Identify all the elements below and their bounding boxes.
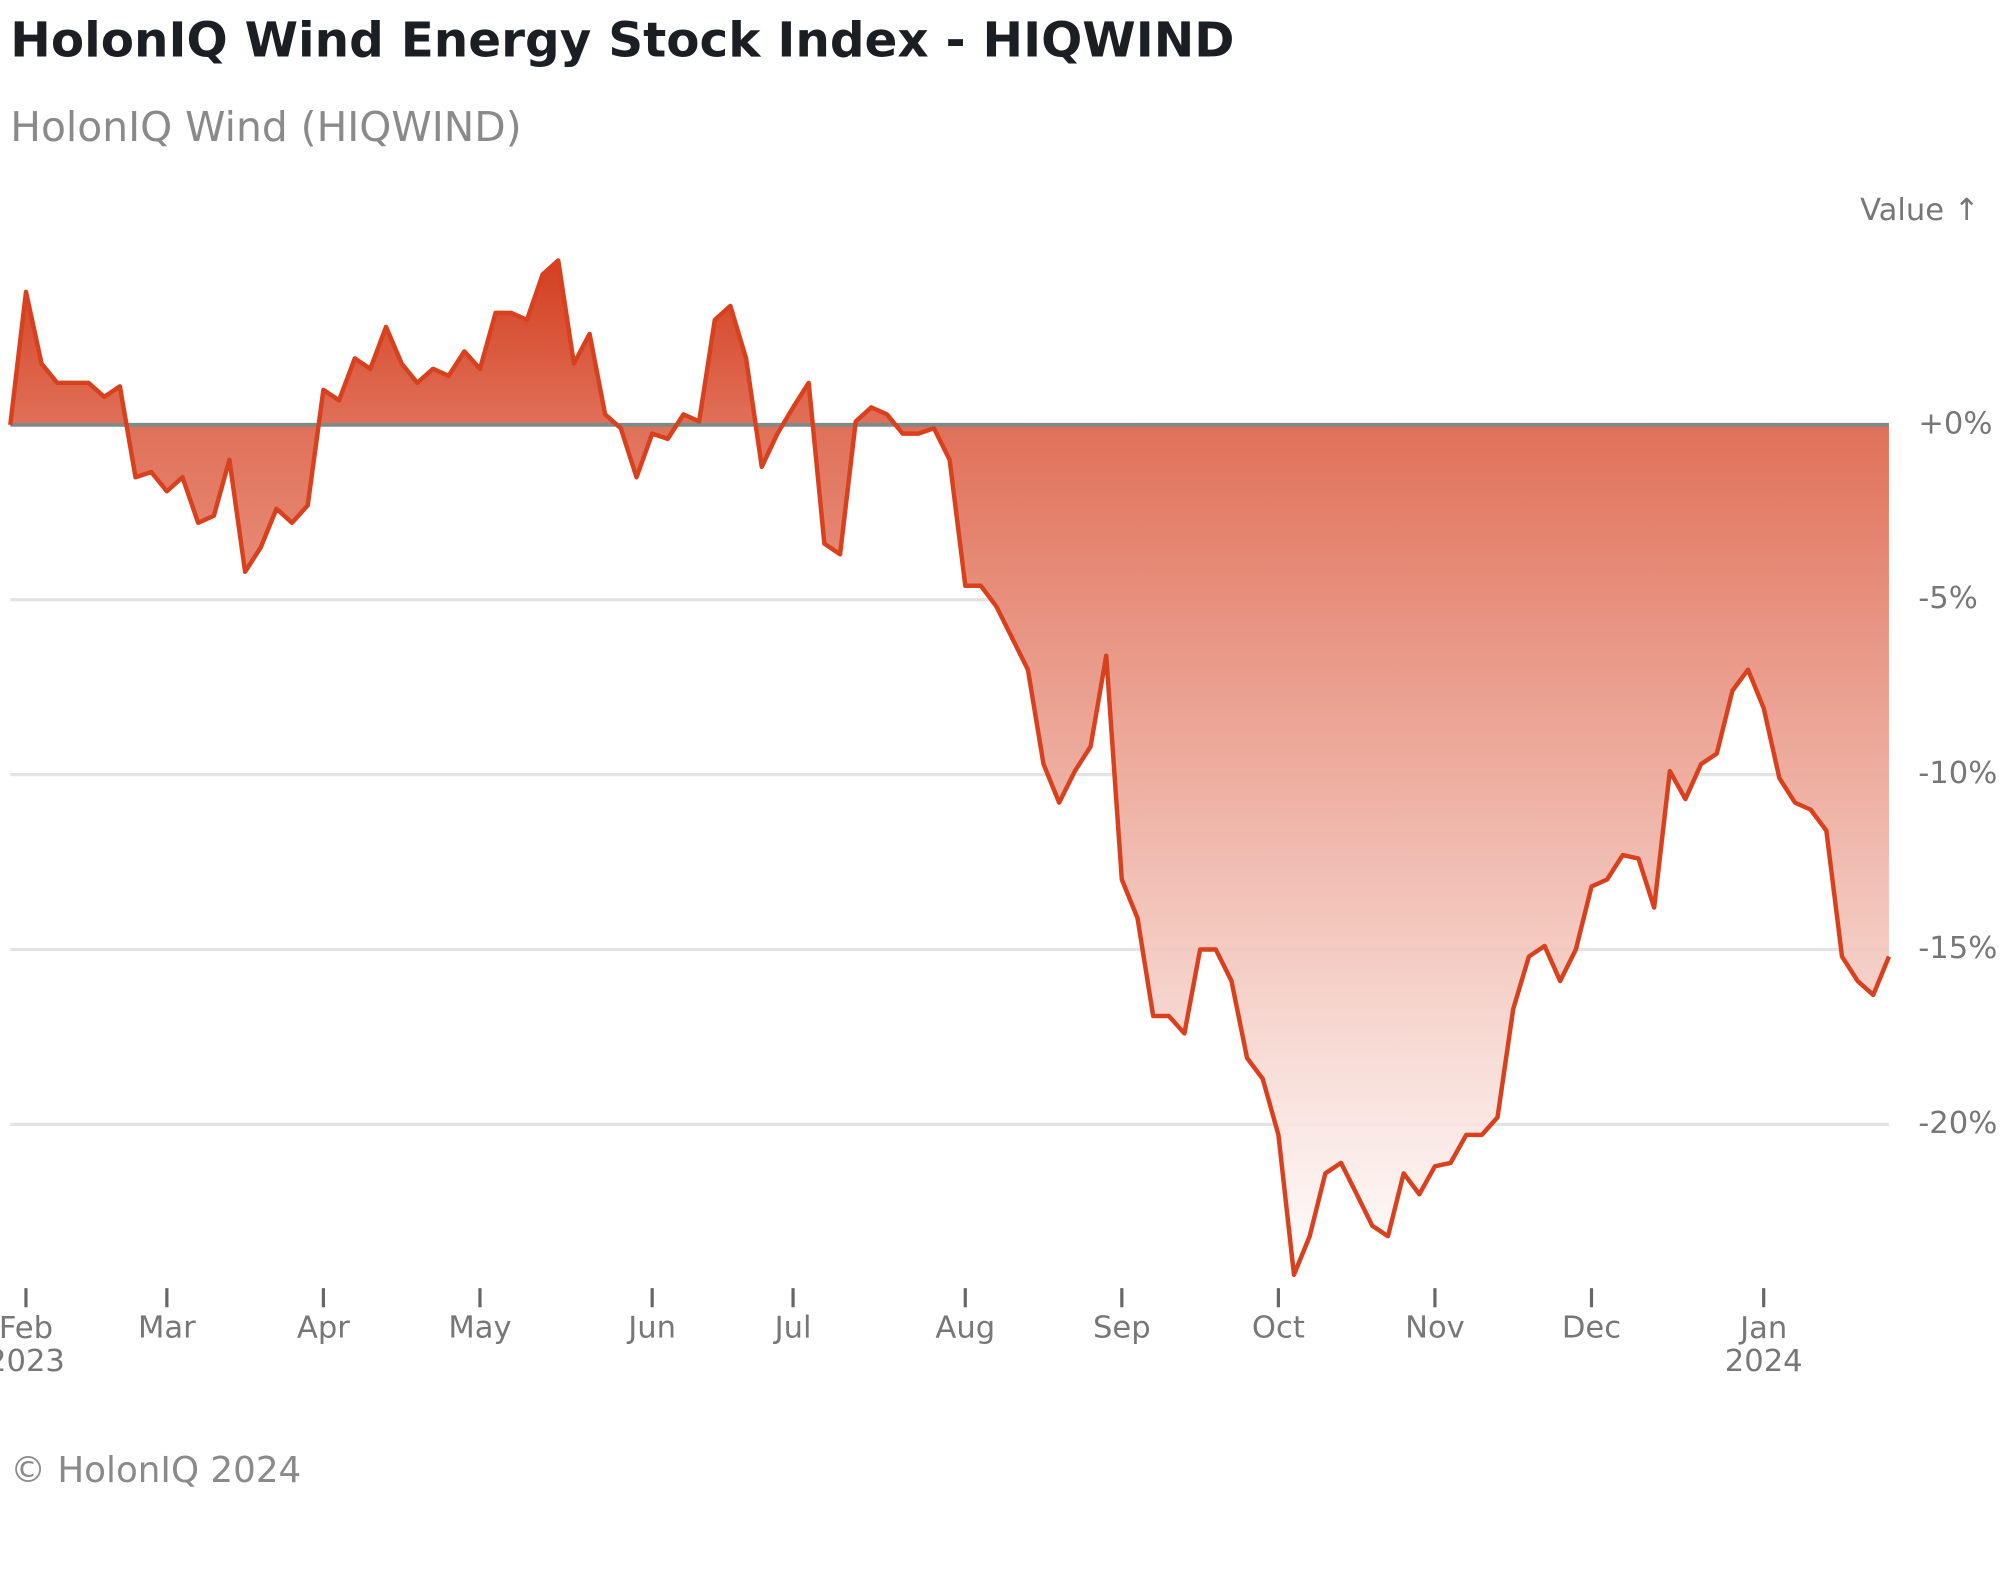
x-tick-label: Nov — [1405, 1310, 1465, 1345]
x-tick-label: Oct — [1252, 1310, 1305, 1345]
chart-title: HolonIQ Wind Energy Stock Index - HIQWIN… — [10, 12, 1234, 68]
x-tick-label: Jul — [773, 1310, 812, 1345]
y-tick-label: +0% — [1918, 406, 1992, 441]
x-tick-label: Sep — [1093, 1310, 1151, 1345]
y-axis-label: Value ↑ — [1860, 193, 1979, 228]
x-tick-label: Aug — [935, 1310, 995, 1345]
x-tick-label: May — [448, 1310, 511, 1345]
x-tick-label: Apr — [297, 1310, 350, 1345]
y-tick-label: -20% — [1918, 1106, 1997, 1141]
x-tick-label: Dec — [1562, 1310, 1621, 1345]
y-tick-label: -5% — [1918, 581, 1978, 616]
chart-subtitle: HolonIQ Wind (HIQWIND) — [10, 103, 521, 151]
area — [10, 260, 1889, 1275]
line — [8, 258, 1892, 1277]
y-tick-label: -10% — [1918, 756, 1997, 791]
x-tick-label: Jun — [626, 1310, 676, 1345]
x-tick-label: Feb2023 — [0, 1310, 65, 1378]
y-tick-label: -15% — [1918, 931, 1997, 966]
x-tick-label: Jan 2024 — [1725, 1310, 1803, 1378]
footer: © HolonIQ 2024 — [10, 1450, 301, 1491]
x-tick-label: Mar — [138, 1310, 196, 1345]
